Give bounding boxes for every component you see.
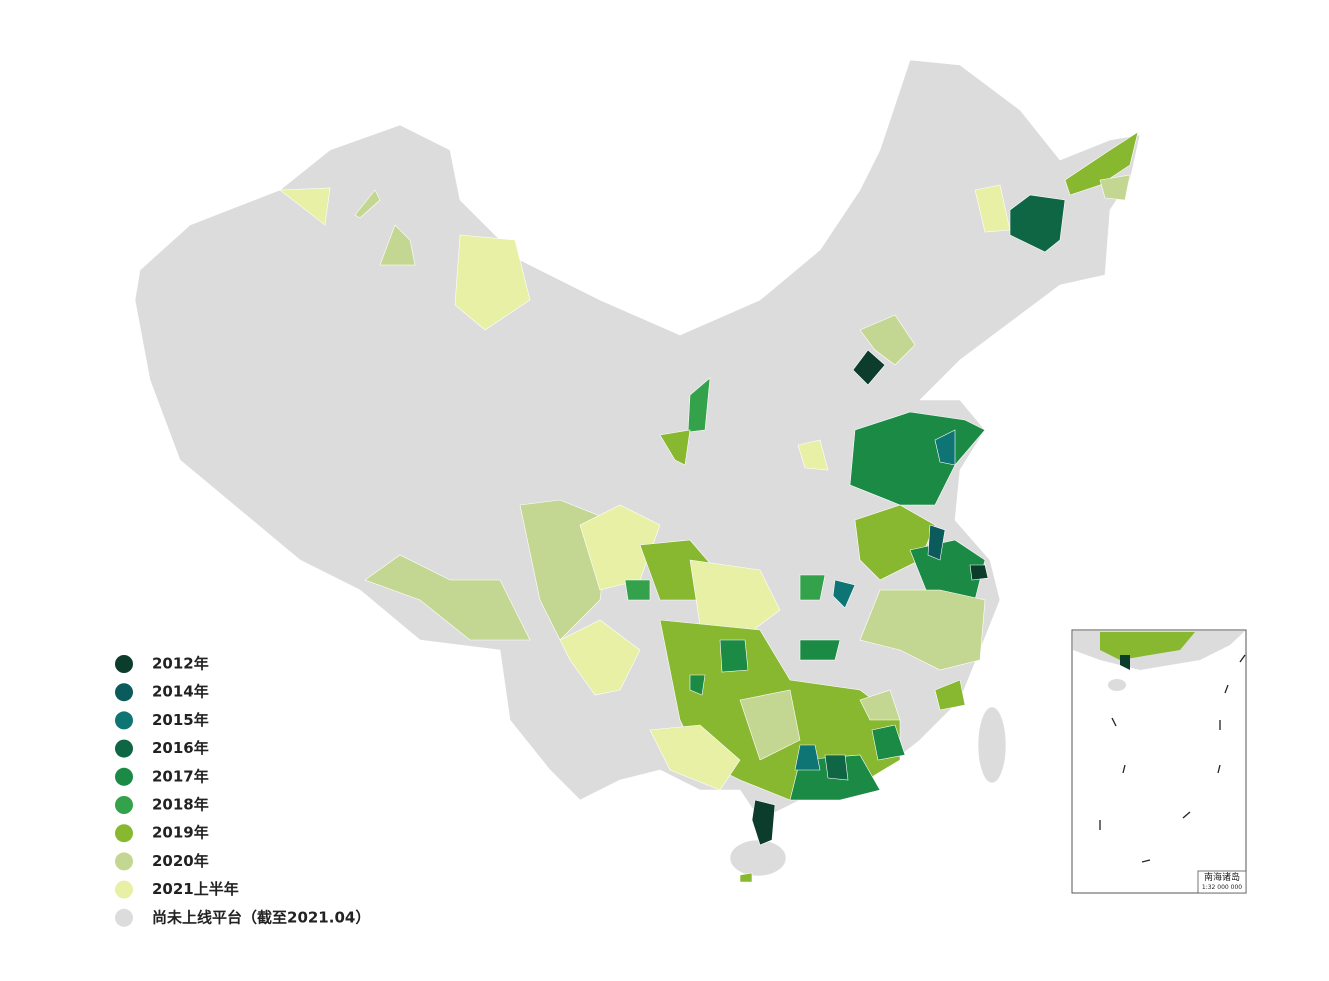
region <box>659 429 691 466</box>
region <box>687 377 711 433</box>
legend-swatch <box>115 852 133 871</box>
legend-swatch <box>115 824 133 843</box>
legend-label: 2019年 <box>152 824 209 842</box>
region <box>824 754 849 781</box>
region <box>871 724 906 761</box>
inset-title: 南海诸岛 <box>1204 871 1240 883</box>
legend-swatch <box>115 655 133 673</box>
region <box>739 872 753 883</box>
legend-swatch <box>115 739 133 758</box>
region <box>689 559 781 641</box>
inset-region <box>1100 632 1195 660</box>
region <box>649 724 741 791</box>
region <box>799 639 841 661</box>
region <box>739 689 801 761</box>
region <box>689 674 706 696</box>
legend-swatch <box>115 767 133 786</box>
legend-swatch <box>115 711 133 730</box>
legend-swatch <box>115 880 133 899</box>
inset-label-box <box>1197 870 1247 894</box>
legend: 2012年 2014年 2015年 2016年 2017年 2018年 2019年 2020年… <box>115 655 370 927</box>
region <box>1099 174 1131 201</box>
legend-label: 2015年 <box>152 711 209 729</box>
region <box>354 189 381 219</box>
inset: 南海诸岛 1:32 000 000 <box>1071 629 1247 894</box>
legend-label: 尚未上线平台（截至2021.04） <box>152 908 370 926</box>
map <box>134 59 1141 883</box>
hainan <box>729 839 787 877</box>
legend-label: 2014年 <box>152 683 209 701</box>
dashes <box>1099 654 1246 863</box>
region <box>797 439 829 471</box>
legend-label: 2020年 <box>152 852 209 870</box>
region <box>934 429 956 466</box>
inset-hainan <box>1108 679 1126 691</box>
region <box>852 349 886 386</box>
region <box>364 554 531 641</box>
legend-label: 2021上半年 <box>152 880 239 898</box>
region <box>934 679 966 711</box>
legend-swatch <box>115 683 133 702</box>
region <box>969 564 989 581</box>
region <box>624 579 651 601</box>
legend-label: 2018年 <box>152 796 209 814</box>
region <box>1064 131 1139 196</box>
region <box>927 524 946 561</box>
region <box>279 187 331 226</box>
region <box>379 224 416 266</box>
legend-swatch <box>115 796 133 814</box>
taiwan <box>977 706 1007 784</box>
inset-frame <box>1071 629 1247 894</box>
region <box>859 314 916 366</box>
region <box>719 639 749 673</box>
region <box>859 689 901 721</box>
legend-label: 2017年 <box>152 767 209 785</box>
region <box>751 799 776 846</box>
region <box>859 589 986 671</box>
region <box>799 574 826 601</box>
region <box>832 579 856 609</box>
region <box>1009 194 1066 253</box>
region <box>559 619 641 696</box>
country-base <box>134 59 1141 821</box>
region <box>454 234 531 331</box>
inset-region <box>1120 655 1130 670</box>
legend-label: 2016年 <box>152 739 209 757</box>
legend-swatch <box>115 908 133 927</box>
region <box>794 744 821 771</box>
inset-scale: 1:32 000 000 <box>1202 884 1242 891</box>
legend-label: 2012年 <box>152 655 209 673</box>
